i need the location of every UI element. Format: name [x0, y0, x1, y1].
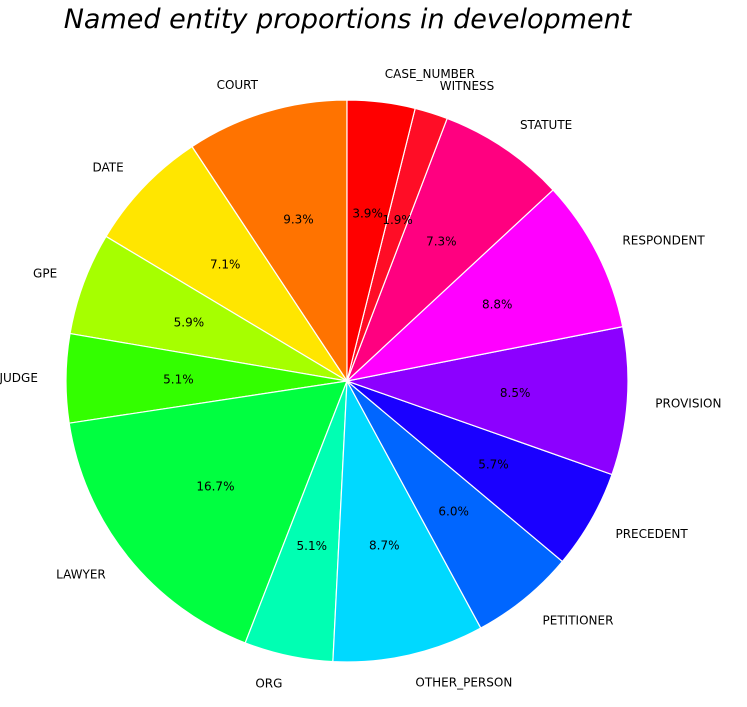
pie-pct-label-witness: 1.9%: [382, 213, 413, 227]
pie-category-label-precedent: PRECEDENT: [615, 527, 688, 541]
pie-pct-label-court: 9.3%: [283, 213, 314, 227]
pie-category-label-witness: WITNESS: [440, 79, 495, 93]
pie-category-label-date: DATE: [92, 160, 123, 174]
pie-pct-label-petitioner: 6.0%: [438, 505, 469, 519]
pie-category-label-org: ORG: [255, 676, 282, 690]
pie-pct-label-other-person: 8.7%: [369, 538, 400, 552]
pie-pct-label-lawyer: 16.7%: [196, 479, 234, 493]
pie-category-label-court: COURT: [217, 78, 259, 92]
pie-pct-label-respondent: 8.8%: [482, 297, 513, 311]
pie-slice-date: [105, 145, 348, 382]
pie-slice-statute: [346, 117, 554, 382]
pie-slice-provision: [344, 325, 629, 476]
pie-category-label-lawyer: LAWYER: [56, 567, 106, 581]
pie-category-label-other-person: OTHER_PERSON: [415, 675, 512, 689]
pie-pct-label-date: 7.1%: [210, 257, 241, 271]
pie-pct-label-statute: 7.3%: [426, 234, 457, 248]
pie-category-label-respondent: RESPONDENT: [622, 234, 705, 248]
pie-slice-lawyer: [68, 380, 348, 644]
pie-category-label-provision: PROVISION: [655, 396, 721, 410]
pie-category-label-gpe: GPE: [33, 267, 57, 281]
pie-category-label-petitioner: PETITIONER: [543, 613, 614, 627]
pie-category-label-statute: STATUTE: [520, 118, 572, 132]
pie-pct-label-gpe: 5.9%: [174, 315, 205, 329]
pie-pct-label-provision: 8.5%: [500, 386, 531, 400]
pie-pct-label-judge: 5.1%: [163, 372, 194, 386]
pie-slice-court: [191, 99, 348, 383]
pie-category-label-case-number: CASE_NUMBER: [385, 67, 475, 81]
pie-category-label-judge: JUDGE: [0, 371, 38, 385]
pie-pct-label-case-number: 3.9%: [352, 207, 383, 221]
pie-slice-respondent: [345, 189, 624, 382]
pie-pct-label-precedent: 5.7%: [478, 458, 509, 472]
pie-slice-other-person: [332, 378, 482, 663]
chart-title: Named entity proportions in development: [63, 4, 632, 35]
pie-pct-label-org: 5.1%: [297, 539, 328, 553]
pie-slice-case-number: [346, 99, 416, 382]
